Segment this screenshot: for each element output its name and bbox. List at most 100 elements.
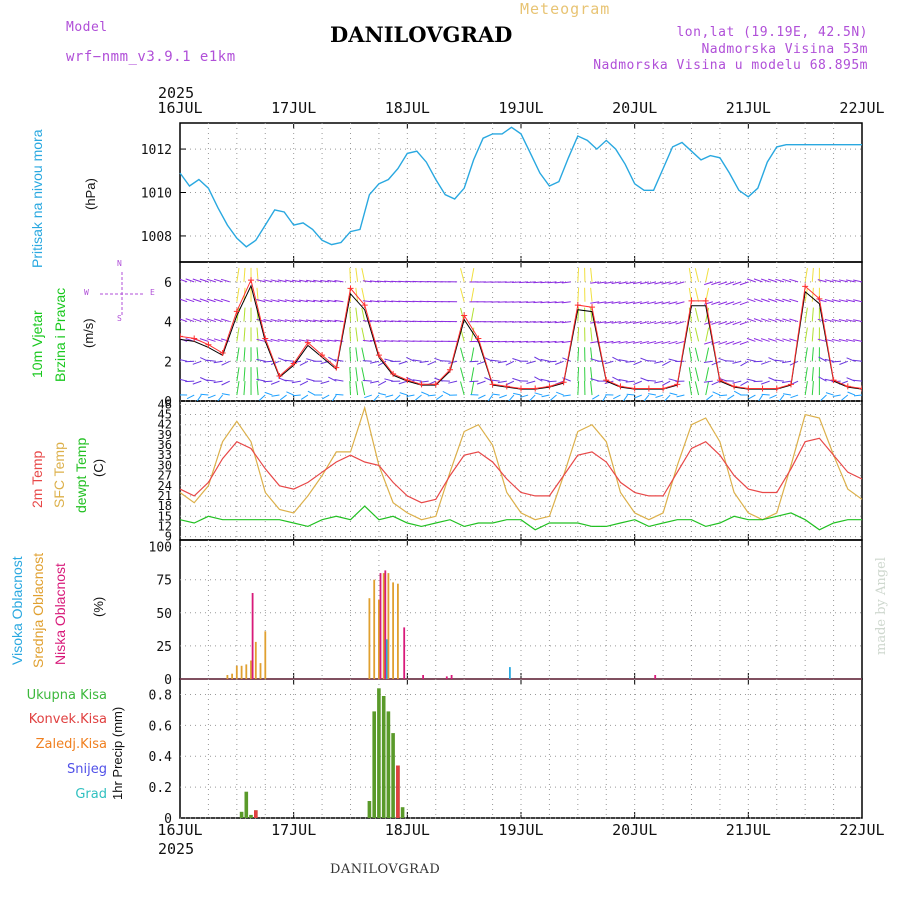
- wind-arrow: [470, 307, 475, 322]
- wind-arrow: [768, 318, 777, 323]
- precip-tick-label: 0.2: [149, 781, 172, 796]
- wind-arrow: [590, 327, 593, 342]
- wind-label-1: 10m Vjetar: [29, 310, 45, 378]
- wind-arrow: [739, 301, 749, 306]
- wind-arrow: [511, 340, 522, 343]
- wind-arrow: [369, 300, 379, 303]
- wind-label-2: Brzina i Pravac: [52, 287, 68, 382]
- wind-arrow: [590, 267, 593, 282]
- wind-arrow: [361, 327, 366, 342]
- wind-arrow: [220, 278, 230, 283]
- wind-arrow: [180, 378, 188, 382]
- wind-arrow: [694, 381, 700, 396]
- wind-arrow: [236, 367, 240, 382]
- wind-arrow: [307, 390, 316, 396]
- wind-arrow: [547, 360, 557, 363]
- cloud-bar-mid: [226, 675, 229, 679]
- compass-north: N: [117, 259, 122, 268]
- wind-arrow: [604, 360, 614, 365]
- wind-arrow: [513, 392, 522, 396]
- wind-arrow: [180, 359, 188, 362]
- wind-gust-marker: [390, 370, 397, 377]
- wind-gust-marker: [702, 297, 709, 304]
- cloud-bar-mid: [231, 673, 233, 679]
- wind-arrow: [839, 360, 848, 365]
- wind-arrow: [313, 279, 323, 283]
- wind-arrow: [732, 360, 742, 364]
- wind-arrow: [818, 376, 827, 382]
- wind-arrow: [632, 281, 642, 285]
- wind-arrow: [519, 340, 529, 343]
- wind-gust-marker: [844, 383, 851, 390]
- pressure-line: [179, 126, 862, 248]
- cloud-tick-label: 75: [156, 574, 172, 589]
- cloud-bar-low: [403, 627, 406, 679]
- temp-tick-label: 12: [158, 519, 172, 533]
- wind-arrow: [725, 301, 735, 306]
- wind-arrow: [694, 327, 700, 342]
- wind-arrow: [618, 340, 628, 344]
- year-label-bottom: 2025: [158, 840, 195, 858]
- wind-arrow: [760, 338, 770, 342]
- wind-gust-marker: [304, 339, 311, 346]
- wind-arrow: [590, 287, 593, 302]
- wind-arrow: [213, 338, 223, 342]
- wind-arrow: [590, 307, 593, 322]
- wind-arrow: [256, 327, 259, 342]
- wind-arrow: [284, 279, 294, 283]
- wind-arrow: [783, 393, 792, 396]
- wind-arrow: [284, 299, 294, 303]
- wind-arrow: [688, 267, 692, 282]
- wind-arrow: [320, 380, 330, 385]
- wind-arrow: [675, 321, 685, 325]
- pressure-label: Pritisak na nivou mora: [29, 129, 45, 268]
- wind-arrow: [520, 394, 529, 398]
- wind-arrow: [590, 281, 600, 284]
- wind-arrow: [647, 321, 657, 325]
- wind-arrow: [385, 394, 394, 398]
- wind-arrow: [646, 379, 657, 382]
- wind-arrow: [768, 298, 777, 303]
- wind-arrow: [243, 347, 246, 362]
- wind-arrow: [277, 279, 287, 283]
- legend-frz-precip: Zaledj.Kisa: [35, 737, 107, 752]
- wind-arrow: [613, 394, 621, 400]
- wind-arrow: [718, 321, 728, 325]
- wind-arrow: [554, 281, 564, 284]
- wind-arrow: [313, 319, 323, 323]
- wind-arrow: [369, 380, 380, 384]
- wind-arrow: [668, 281, 678, 285]
- wind-arrow: [811, 287, 814, 302]
- wind-arrow: [419, 360, 429, 363]
- wind-arrow: [611, 301, 621, 304]
- wind-arrow: [236, 381, 240, 396]
- wind-arrow: [384, 378, 394, 382]
- wind-arrow: [831, 338, 841, 342]
- wind-arrow: [448, 380, 458, 384]
- wind-arrow: [406, 394, 415, 397]
- cloud-bar-mid: [250, 660, 252, 679]
- wind-arrow: [349, 367, 351, 382]
- wind-arrow: [604, 340, 614, 344]
- wind-arrow: [647, 301, 657, 305]
- wind-arrow: [270, 299, 280, 303]
- wind-arrow: [470, 287, 475, 302]
- wind-arrow: [704, 340, 713, 345]
- wind-arrow: [554, 340, 564, 343]
- wind-arrow: [180, 318, 188, 323]
- wind-arrow: [625, 301, 635, 305]
- temp-tick-label: 30: [158, 458, 172, 472]
- wind-arrow: [853, 279, 862, 283]
- wind-gust-marker: [262, 335, 269, 342]
- wind-arrow: [328, 356, 337, 362]
- wind-arrow: [703, 380, 713, 383]
- model-elevation-label: Nadmorska Visina u modelu 68.895m: [593, 58, 868, 73]
- wind-arrow: [270, 380, 280, 385]
- wind-arrow: [540, 340, 550, 343]
- wind-arrow: [180, 301, 181, 303]
- wind-arrow: [733, 390, 742, 396]
- wind-arrow: [327, 299, 337, 303]
- wind-arrow: [775, 278, 785, 283]
- wind-arrow: [769, 394, 777, 399]
- wind-arrow: [547, 301, 557, 304]
